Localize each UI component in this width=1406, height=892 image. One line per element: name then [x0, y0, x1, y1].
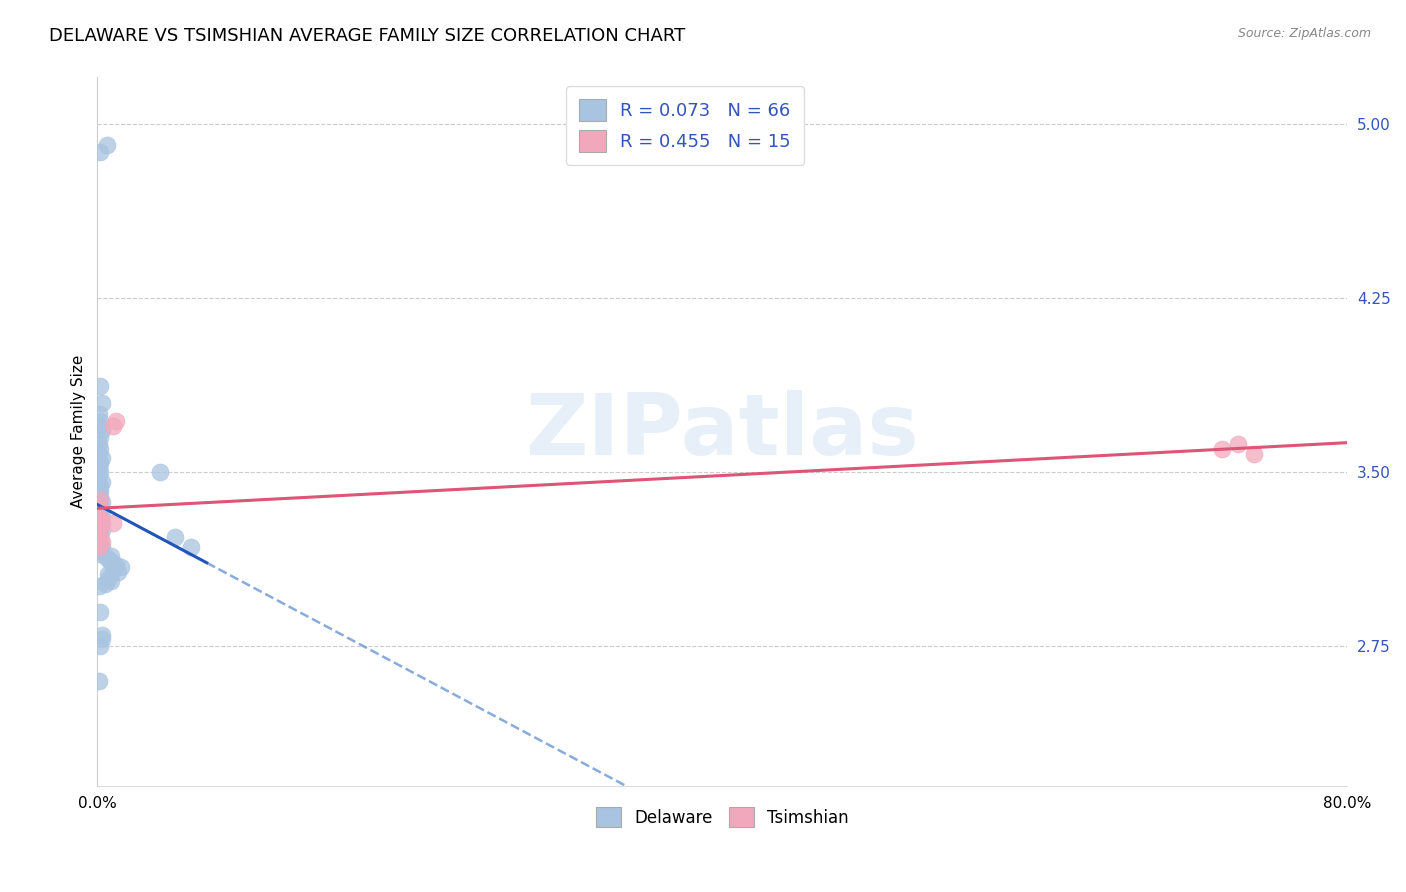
Point — [1243, 447, 1265, 461]
Point — [87, 482, 110, 496]
Point — [89, 479, 111, 493]
Point — [89, 530, 111, 544]
Point — [87, 512, 110, 526]
Point — [89, 640, 111, 654]
Point — [105, 558, 128, 573]
Point — [87, 470, 110, 484]
Point — [89, 528, 111, 542]
Point — [87, 493, 110, 508]
Point — [96, 137, 118, 152]
Point — [87, 447, 110, 461]
Text: Source: ZipAtlas.com: Source: ZipAtlas.com — [1237, 27, 1371, 40]
Point — [91, 524, 114, 538]
Legend: Delaware, Tsimshian: Delaware, Tsimshian — [589, 800, 856, 834]
Point — [180, 540, 202, 554]
Point — [87, 418, 110, 433]
Point — [91, 509, 114, 524]
Point — [87, 524, 110, 538]
Point — [89, 502, 111, 516]
Point — [101, 418, 124, 433]
Text: DELAWARE VS TSIMSHIAN AVERAGE FAMILY SIZE CORRELATION CHART: DELAWARE VS TSIMSHIAN AVERAGE FAMILY SIZ… — [49, 27, 686, 45]
Point — [97, 567, 120, 582]
Point — [100, 574, 122, 589]
Point — [91, 475, 114, 489]
Point — [89, 541, 111, 556]
Point — [94, 576, 117, 591]
Point — [96, 551, 118, 566]
Point — [91, 516, 114, 531]
Point — [87, 437, 110, 451]
Point — [89, 379, 111, 393]
Point — [101, 563, 124, 577]
Point — [91, 628, 114, 642]
Point — [89, 430, 111, 444]
Point — [89, 547, 111, 561]
Point — [87, 530, 110, 544]
Point — [87, 579, 110, 593]
Point — [91, 495, 114, 509]
Point — [87, 544, 110, 558]
Point — [91, 535, 114, 549]
Point — [89, 514, 111, 528]
Point — [149, 465, 172, 479]
Point — [100, 549, 122, 563]
Point — [91, 632, 114, 647]
Point — [89, 512, 111, 526]
Point — [89, 605, 111, 619]
Point — [87, 537, 110, 551]
Point — [110, 560, 132, 574]
Point — [165, 530, 187, 544]
Point — [89, 483, 111, 498]
Point — [87, 674, 110, 689]
Point — [87, 505, 110, 519]
Point — [91, 395, 114, 409]
Point — [97, 572, 120, 586]
Point — [91, 540, 114, 554]
Point — [101, 516, 124, 531]
Point — [87, 500, 110, 514]
Point — [89, 491, 111, 505]
Point — [89, 512, 111, 526]
Point — [105, 414, 128, 428]
Point — [89, 535, 111, 549]
Point — [101, 556, 124, 570]
Point — [107, 565, 129, 579]
Point — [89, 507, 111, 521]
Point — [87, 488, 110, 502]
Point — [87, 460, 110, 475]
Point — [91, 451, 114, 466]
Point — [87, 500, 110, 514]
Point — [1211, 442, 1233, 456]
Point — [89, 145, 111, 159]
Point — [89, 465, 111, 479]
Y-axis label: Average Family Size: Average Family Size — [72, 355, 86, 508]
Point — [89, 493, 111, 508]
Point — [87, 516, 110, 531]
Point — [89, 456, 111, 470]
Point — [89, 498, 111, 512]
Point — [91, 424, 114, 438]
Point — [1227, 437, 1250, 451]
Text: ZIPatlas: ZIPatlas — [526, 390, 920, 473]
Point — [87, 521, 110, 535]
Point — [87, 407, 110, 421]
Point — [89, 442, 111, 456]
Point — [89, 414, 111, 428]
Point — [89, 518, 111, 533]
Point — [98, 553, 121, 567]
Point — [87, 540, 110, 554]
